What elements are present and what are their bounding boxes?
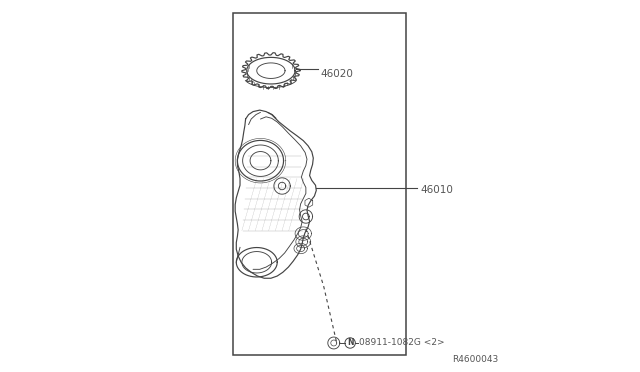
- Text: 08911-1082G <2>: 08911-1082G <2>: [360, 339, 445, 347]
- Text: 46010: 46010: [420, 185, 453, 195]
- Text: 46020: 46020: [320, 70, 353, 79]
- Text: N: N: [347, 339, 353, 347]
- Bar: [232, 13, 406, 355]
- Text: R4600043: R4600043: [452, 355, 499, 364]
